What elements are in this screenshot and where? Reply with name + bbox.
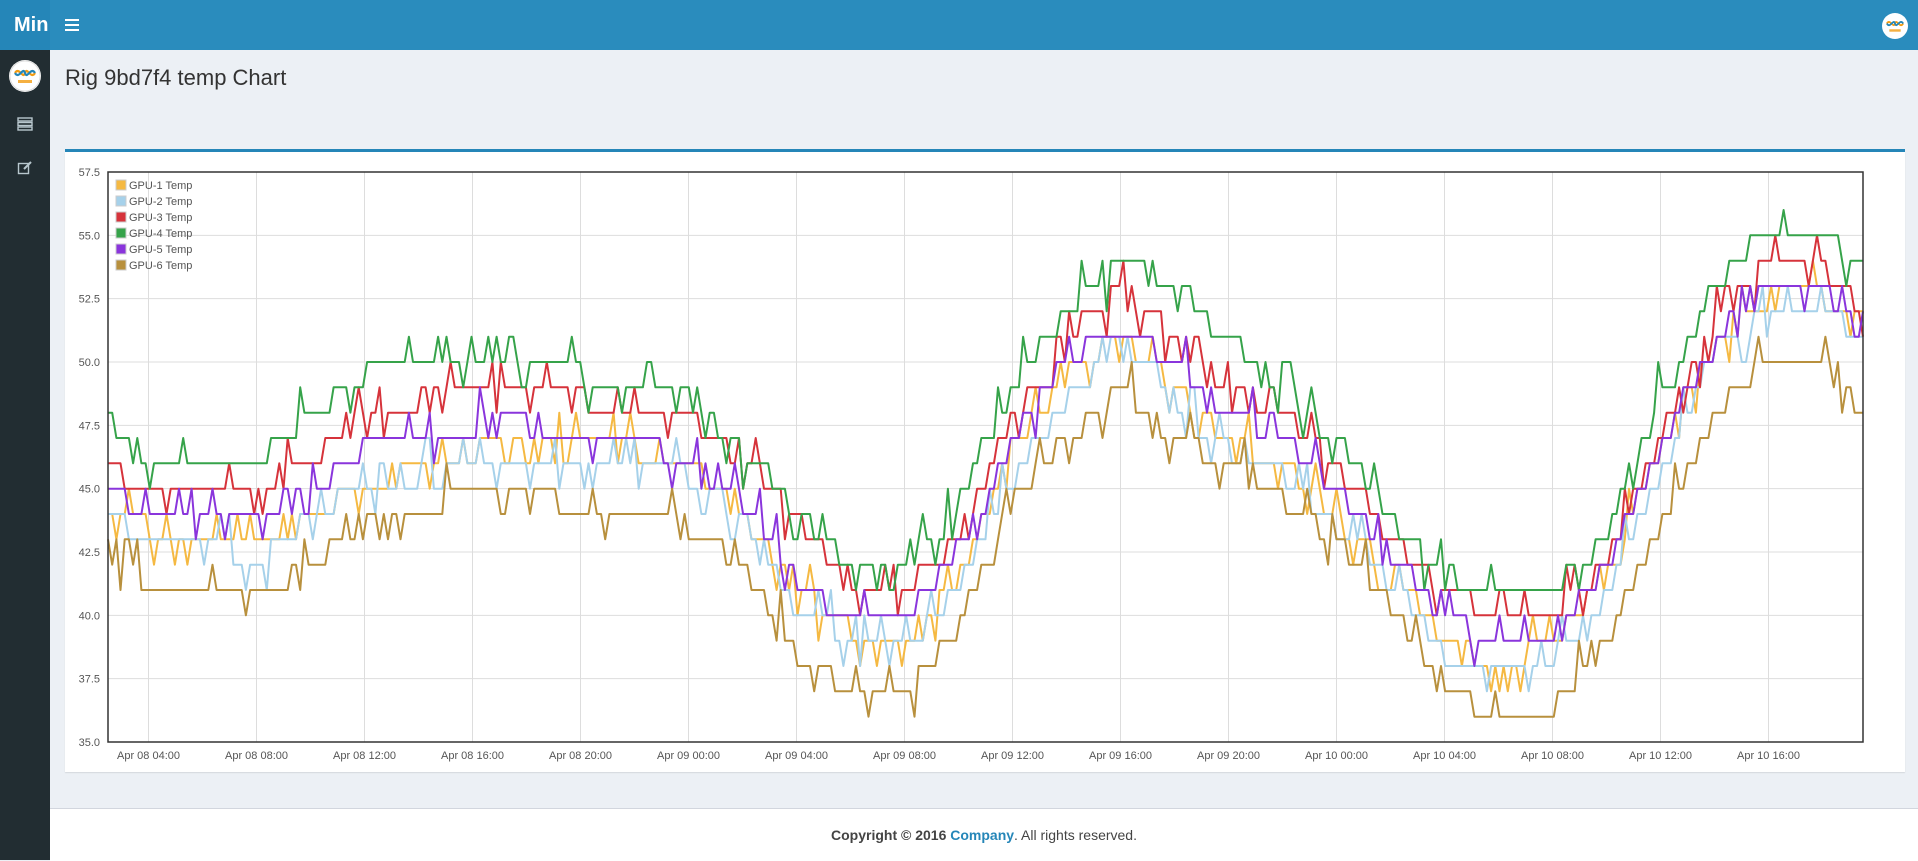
y-tick-label: 42.5 (79, 547, 100, 559)
legend-label: GPU-3 Temp (129, 212, 192, 224)
hamburger-menu-icon[interactable] (60, 13, 84, 37)
x-tick-label: Apr 10 16:00 (1737, 750, 1800, 762)
y-tick-label: 55.0 (79, 230, 100, 242)
x-tick-label: Apr 09 12:00 (981, 750, 1044, 762)
x-tick-label: Apr 08 04:00 (117, 750, 180, 762)
rights-text: . All rights reserved. (1014, 827, 1137, 843)
y-tick-label: 35.0 (79, 737, 100, 749)
y-tick-label: 47.5 (79, 420, 100, 432)
y-tick-label: 45.0 (79, 484, 100, 496)
legend-swatch (115, 179, 127, 191)
y-tick-label: 37.5 (79, 674, 100, 686)
x-tick-label: Apr 09 16:00 (1089, 750, 1152, 762)
legend-swatch (115, 243, 127, 255)
series-line-gpu-5 (108, 285, 1864, 667)
x-tick-label: Apr 09 08:00 (873, 750, 936, 762)
chart-box: 57.5 55.0 52.5 50.0 47.5 45.0 42.5 40.0 37.5 35.0… (65, 152, 1905, 772)
legend-label: GPU-1 Temp (129, 180, 192, 192)
y-tick-label: 57.5 (79, 167, 100, 179)
title-divider (65, 149, 1905, 152)
legend-label: GPU-6 Temp (129, 260, 192, 272)
brand-logo-mini[interactable]: Min (0, 0, 50, 50)
x-tick-label: Apr 08 12:00 (333, 750, 396, 762)
legend-label: GPU-4 Temp (129, 228, 192, 240)
top-navbar (50, 0, 1918, 50)
series-line-gpu-6 (107, 335, 1863, 718)
x-tick-label: Apr 10 12:00 (1629, 750, 1692, 762)
series-line-gpu-2 (108, 285, 1863, 693)
company-link[interactable]: Company (950, 827, 1015, 843)
sidebar: Min (0, 0, 50, 860)
x-tick-label: Apr 10 04:00 (1413, 750, 1476, 762)
y-tick-label: 40.0 (79, 610, 100, 622)
x-tick-label: Apr 08 16:00 (441, 750, 504, 762)
y-tick-label: 52.5 (79, 294, 100, 306)
user-avatar-topbar[interactable] (1882, 13, 1908, 39)
legend-swatch (115, 195, 127, 207)
legend-swatch (115, 211, 127, 223)
series-line-gpu-3 (108, 234, 1864, 617)
series-line-gpu-4 (108, 209, 1863, 591)
copyright-text: Copyright © 2016 (831, 827, 951, 843)
edit-icon[interactable] (15, 160, 35, 180)
page-title: Rig 9bd7f4 temp Chart (65, 65, 287, 90)
user-avatar-sidebar[interactable] (9, 60, 41, 92)
x-tick-label: Apr 08 20:00 (549, 750, 612, 762)
avatar-logo-icon (1882, 13, 1908, 39)
x-tick-label: Apr 10 00:00 (1305, 750, 1368, 762)
x-tick-label: Apr 09 04:00 (765, 750, 828, 762)
footer: Copyright © 2016 Company. All rights res… (50, 808, 1918, 861)
legend-swatch (115, 227, 127, 239)
avatar-logo-icon (9, 60, 41, 92)
x-tick-label: Apr 08 08:00 (225, 750, 288, 762)
legend-label: GPU-5 Temp (129, 244, 192, 256)
x-tick-label: Apr 09 20:00 (1197, 750, 1260, 762)
server-list-icon[interactable] (15, 117, 35, 137)
legend-swatch (115, 259, 127, 271)
plot-background (108, 172, 1863, 742)
legend-label: GPU-2 Temp (129, 196, 192, 208)
x-tick-label: Apr 09 00:00 (657, 750, 720, 762)
x-tick-label: Apr 10 08:00 (1521, 750, 1584, 762)
plot-border (107, 171, 1864, 743)
temperature-line-chart: 57.5 55.0 52.5 50.0 47.5 45.0 42.5 40.0 37.5 35.0… (79, 167, 1864, 762)
y-tick-label: 50.0 (79, 357, 100, 369)
